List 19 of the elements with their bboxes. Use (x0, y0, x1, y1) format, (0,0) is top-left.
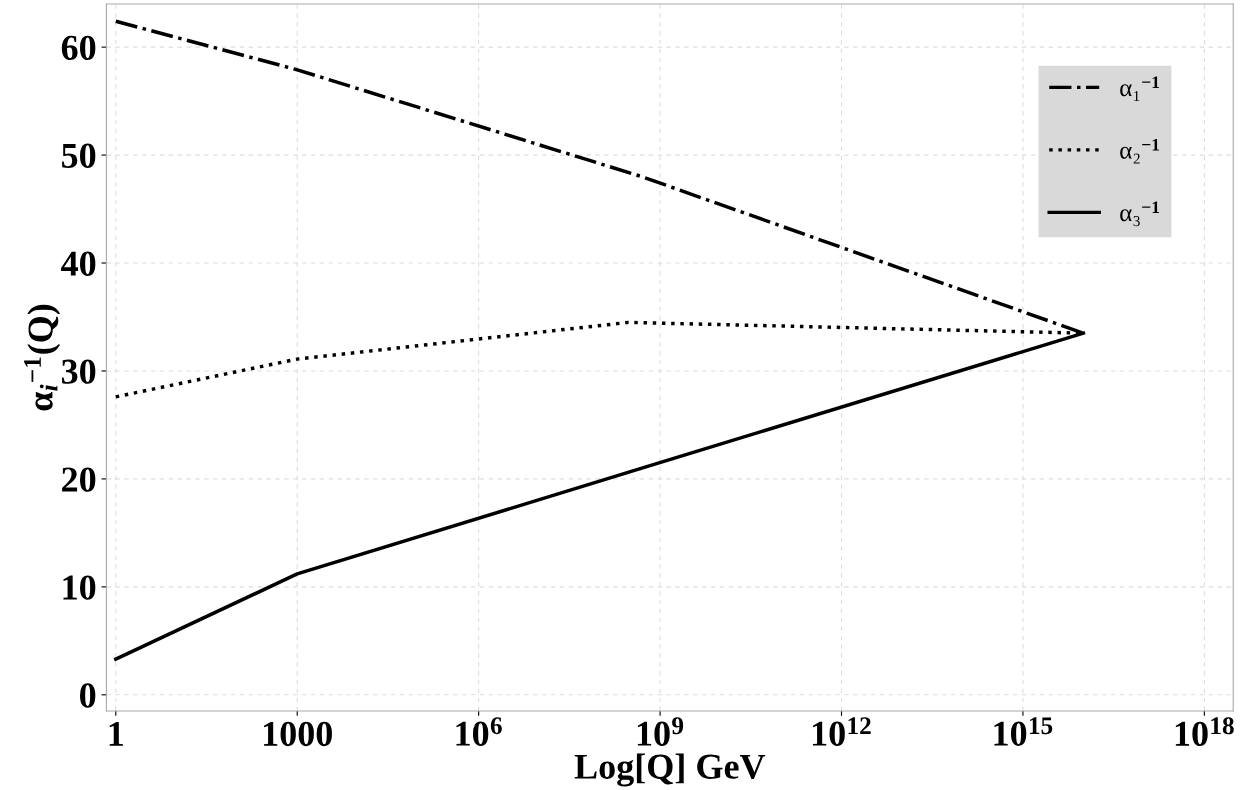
x-tick-label: 10$^{15}$ (994, 717, 1053, 746)
y-tick-label: 0 (80, 683, 96, 708)
y-tick-label: 50 (62, 143, 96, 168)
y-tick-label: 60 (61, 35, 96, 61)
x-tick-label: 1000 (264, 721, 332, 747)
y-tick-label: 40 (61, 251, 96, 276)
x-axis-title: Log[Q] GeV (574, 753, 766, 787)
legend-label: α₁$^{−1}$ (1120, 76, 1160, 101)
x-tick-label: 10$^{6}$ (456, 717, 502, 746)
x-tick-label: 10$^{9}$ (637, 717, 684, 746)
legend-label: α₂$^{−1}$ (1120, 138, 1160, 164)
x-tick-label: 10$^{18}$ (1175, 717, 1234, 747)
x-tick-label: 10$^{12}$ (812, 717, 871, 746)
legend-label: α₃$^{−1}$ (1120, 201, 1160, 227)
y-tick-label: 10 (63, 575, 96, 600)
y-tick-label: 30 (61, 359, 96, 384)
x-tick-label: 1 (109, 721, 123, 746)
y-tick-label: 20 (62, 467, 96, 492)
y-axis-title: α$_{i}$$^{−1}$(Q) (24, 304, 61, 411)
